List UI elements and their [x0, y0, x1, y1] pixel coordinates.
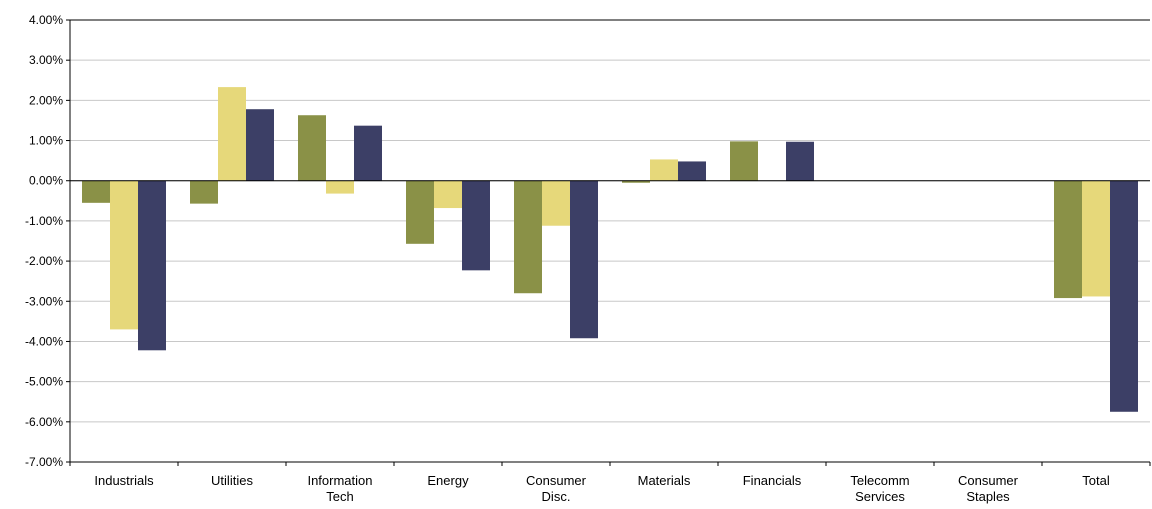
- x-tick-label: Telecomm Services: [850, 473, 909, 504]
- bar: [462, 180, 490, 271]
- bar: [570, 180, 598, 339]
- bar: [678, 161, 706, 181]
- y-tick-label: 0.00%: [29, 174, 63, 188]
- axes: [66, 19, 1151, 466]
- bar: [730, 141, 758, 181]
- x-tick-label: Utilities: [211, 473, 253, 488]
- y-tick-label: -7.00%: [25, 455, 63, 469]
- y-tick-label: 2.00%: [29, 93, 63, 107]
- bars: [82, 87, 1138, 412]
- bar: [1082, 180, 1110, 297]
- x-tick-label: Industrials: [94, 473, 154, 488]
- bar: [1110, 180, 1138, 412]
- bar: [218, 87, 246, 181]
- bar: [622, 180, 650, 183]
- bar: [246, 109, 274, 181]
- gridlines: [70, 19, 1150, 423]
- y-tick-label: -4.00%: [25, 334, 63, 348]
- bar: [786, 141, 814, 181]
- x-tick-label: Energy: [427, 473, 469, 488]
- x-tick-label: Consumer Staples: [958, 473, 1019, 504]
- bar: [514, 180, 542, 294]
- y-tick-label: -1.00%: [25, 214, 63, 228]
- bar: [434, 180, 462, 209]
- x-tick-label: Materials: [638, 473, 691, 488]
- x-tick-label: Information Tech: [307, 473, 372, 504]
- y-tick-label: -5.00%: [25, 375, 63, 389]
- y-tick-label: -2.00%: [25, 254, 63, 268]
- bar: [138, 180, 166, 351]
- bar: [354, 125, 382, 181]
- y-tick-label: -3.00%: [25, 294, 63, 308]
- tick-labels: 4.00% 3.00% 2.00% 1.00% 0.00% -1.00% -2.00% -3.…: [25, 13, 1110, 504]
- y-tick-label: 1.00%: [29, 134, 63, 148]
- bar: [82, 180, 110, 203]
- x-tick-label: Consumer Disc.: [526, 473, 587, 504]
- bar: [298, 115, 326, 181]
- y-tick-label: 4.00%: [29, 13, 63, 27]
- bar: [110, 180, 138, 330]
- bar: [190, 180, 218, 204]
- bar: [650, 159, 678, 181]
- y-tick-label: 3.00%: [29, 53, 63, 67]
- bar: [1054, 180, 1082, 299]
- bar: [542, 180, 570, 226]
- x-tick-label: Total: [1082, 473, 1110, 488]
- bar: [326, 180, 354, 194]
- bar: [406, 180, 434, 244]
- x-tick-label: Financials: [743, 473, 802, 488]
- y-tick-label: -6.00%: [25, 415, 63, 429]
